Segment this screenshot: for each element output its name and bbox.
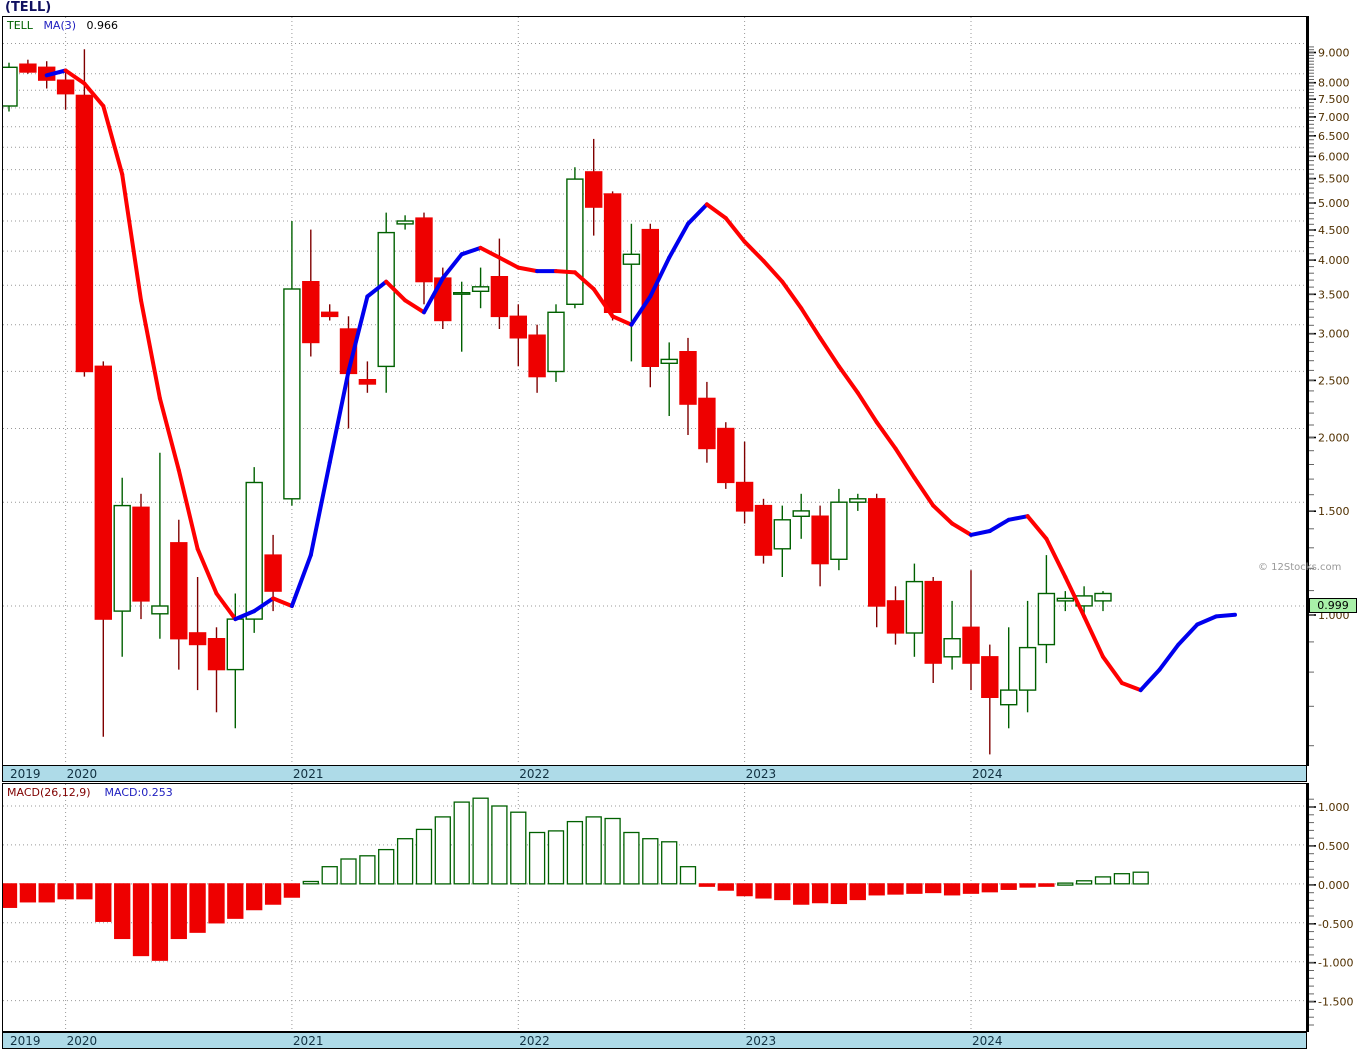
legend-macd-name: MACD(26,12,9) xyxy=(7,786,91,799)
svg-text:5.000: 5.000 xyxy=(1318,197,1350,210)
x-axis-label-2019: 2019 xyxy=(10,1034,41,1048)
svg-text:-0.500: -0.500 xyxy=(1318,918,1353,931)
svg-text:4.000: 4.000 xyxy=(1318,254,1350,267)
svg-text:-1.500: -1.500 xyxy=(1318,996,1353,1009)
macd-chart-panel[interactable]: MACD(26,12,9) MACD:0.253 xyxy=(2,783,1307,1032)
svg-text:6.500: 6.500 xyxy=(1318,130,1350,143)
price-legend: TELL MA(3) 0.966 xyxy=(7,19,118,32)
watermark-copyright: © 12Stocks.com xyxy=(1258,562,1342,573)
svg-text:0.500: 0.500 xyxy=(1318,840,1350,853)
x-axis-label-2020: 2020 xyxy=(66,767,98,781)
svg-text:6.000: 6.000 xyxy=(1318,150,1350,163)
x-axis-label-2021: 2021 xyxy=(292,767,324,781)
x-axis-label-2023: 2023 xyxy=(745,767,777,781)
legend-symbol: TELL xyxy=(7,19,33,32)
macd-y-axis: 1.000 0.500 0.000 -0.500 -1.000 -1.500 xyxy=(1307,783,1360,1032)
price-plot-area xyxy=(3,17,1306,765)
svg-text:2.000: 2.000 xyxy=(1318,432,1350,445)
last-price-badge: 0.999 xyxy=(1309,598,1357,614)
svg-text:-1.000: -1.000 xyxy=(1318,957,1353,970)
svg-text:2.500: 2.500 xyxy=(1318,374,1350,387)
svg-text:1.000: 1.000 xyxy=(1318,801,1350,814)
svg-text:7.500: 7.500 xyxy=(1318,93,1350,106)
legend-macd-value: MACD:0.253 xyxy=(104,786,173,799)
macd-x-axis: 2019 2020 2021 2022 2023 2024 xyxy=(2,1032,1307,1049)
svg-text:4.500: 4.500 xyxy=(1318,224,1350,237)
x-axis-label-2022: 2022 xyxy=(519,1034,550,1048)
x-axis-label-2024: 2024 xyxy=(971,1034,1003,1048)
legend-ma-value: 0.966 xyxy=(86,19,119,32)
svg-text:3.500: 3.500 xyxy=(1318,288,1350,301)
price-y-axis: 9.000 8.000 7.500 7.000 6.500 6.000 5.500 5.000… xyxy=(1307,16,1360,766)
svg-text:5.500: 5.500 xyxy=(1318,173,1350,186)
price-x-axis: 2019 2020 2021 2022 2023 2024 xyxy=(2,765,1307,782)
x-axis-label-2022: 2022 xyxy=(519,767,550,781)
macd-plot-area xyxy=(3,784,1306,1031)
svg-text:0.000: 0.000 xyxy=(1318,879,1350,892)
macd-legend: MACD(26,12,9) MACD:0.253 xyxy=(7,786,173,799)
title-strip: (TELL) xyxy=(0,0,1360,16)
x-axis-label-2023: 2023 xyxy=(745,1034,777,1048)
x-axis-label-2020: 2020 xyxy=(66,1034,98,1048)
x-axis-label-2024: 2024 xyxy=(971,767,1003,781)
svg-text:9.000: 9.000 xyxy=(1318,47,1350,60)
x-axis-label-2021: 2021 xyxy=(292,1034,324,1048)
x-axis-label-2019: 2019 xyxy=(10,767,41,781)
svg-text:1.500: 1.500 xyxy=(1318,505,1350,518)
svg-text:8.000: 8.000 xyxy=(1318,77,1350,90)
page-title: (TELL) xyxy=(5,0,52,15)
svg-text:7.000: 7.000 xyxy=(1318,111,1350,124)
price-chart-panel[interactable]: TELL MA(3) 0.966 xyxy=(2,16,1307,766)
svg-text:3.000: 3.000 xyxy=(1318,328,1350,341)
legend-ma-label: MA(3) xyxy=(43,19,77,32)
